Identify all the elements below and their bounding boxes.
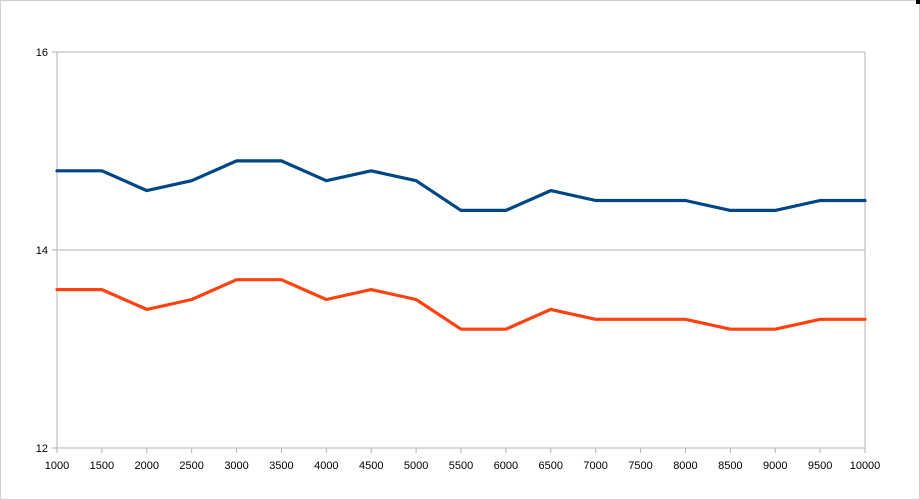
y-tick-label: 14	[36, 245, 48, 257]
x-tick-label: 9000	[763, 460, 787, 472]
x-tick-label: 7000	[583, 460, 607, 472]
series-line-1	[55, 159, 867, 212]
x-tick-label: 1500	[90, 460, 114, 472]
gridlines	[57, 51, 865, 449]
x-tick-label: 9500	[808, 460, 832, 472]
x-tick-label: 10000	[850, 460, 881, 472]
x-tick-label: 3000	[224, 460, 248, 472]
series-lines	[55, 159, 867, 331]
series-line-2	[55, 278, 867, 331]
x-tick-label: 8500	[718, 460, 742, 472]
x-tick-label: 2000	[135, 460, 159, 472]
x-tick-label: 8000	[673, 460, 697, 472]
x-tick-label: 2500	[179, 460, 203, 472]
x-tick-label: 4500	[359, 460, 383, 472]
x-tick-label: 5000	[404, 460, 428, 472]
x-tick-labels: 1000 1500 2000 2500 3000 3500 4000 4500 5000 5500…	[45, 460, 881, 472]
y-tick-label: 12	[36, 443, 48, 455]
x-tick-label: 6000	[494, 460, 518, 472]
y-tick-label: 16	[36, 47, 48, 59]
x-tick-label: 7500	[628, 460, 652, 472]
axes	[52, 51, 866, 453]
x-tick-label: 4000	[314, 460, 338, 472]
x-tick-label: 1000	[45, 460, 69, 472]
x-tick-label: 6500	[539, 460, 563, 472]
x-tick-label: 3500	[269, 460, 293, 472]
x-tick-label: 5500	[449, 460, 473, 472]
corner-marker	[916, 0, 920, 4]
y-tick-labels: 12 14 16	[36, 47, 48, 455]
